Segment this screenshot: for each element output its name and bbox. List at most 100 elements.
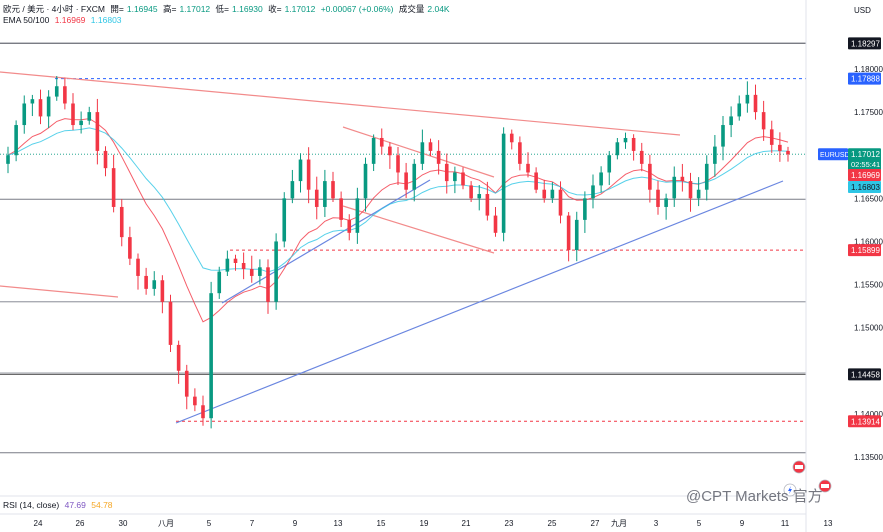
candle-body [639, 150, 644, 164]
ema50-value: 1.16969 [54, 15, 86, 25]
candle-body [79, 120, 83, 126]
price-tag-box [848, 415, 881, 428]
ema-tag-box [848, 169, 881, 181]
candle-body [323, 181, 327, 207]
candles [6, 75, 790, 429]
open-label: 開= [110, 4, 124, 14]
candle-body [704, 163, 709, 190]
x-tick-label: 5 [697, 519, 702, 528]
candle-body [696, 189, 701, 199]
x-tick-label: 30 [119, 519, 128, 528]
x-tick-label: 7 [250, 519, 255, 528]
candle-body [54, 86, 59, 97]
last-price-label: 1.17012 [851, 150, 880, 159]
candle-body [566, 215, 571, 251]
candle-body [558, 189, 563, 216]
countdown-label: 02:55:41 [851, 160, 880, 169]
high-value: 1.17012 [179, 4, 211, 14]
candle-body [22, 103, 27, 126]
trend-line [342, 126, 495, 178]
candle-body [615, 142, 620, 156]
candle-body [111, 168, 116, 207]
lightning-icon[interactable] [783, 483, 797, 497]
x-tick-label: 5 [207, 519, 212, 528]
candle-body [485, 194, 490, 216]
icon-glyph [795, 465, 803, 469]
candle-body [493, 215, 498, 233]
price-tags: 1.18297 1.17888 1.15899 1.14458 1.13914 EURUS… [818, 37, 881, 428]
candle-body [428, 142, 433, 151]
candle-body [14, 125, 18, 156]
x-tick-label: 27 [591, 519, 600, 528]
x-tick-label: 24 [34, 519, 43, 528]
candle-body [274, 241, 278, 302]
candle-body [404, 172, 408, 190]
candle-body [217, 271, 222, 294]
flag-icon[interactable] [792, 460, 806, 474]
price-axis: 1.18000 1.17500 1.16500 1.16000 1.15500 1.150… [805, 0, 883, 532]
watermark: @CPT Markets 官方 [686, 488, 823, 505]
price-tag-box [848, 368, 881, 381]
candle-body [550, 189, 555, 199]
low-value: 1.16930 [232, 4, 263, 14]
candle-body [6, 155, 10, 164]
candle-body [436, 150, 441, 164]
candle-body [306, 159, 311, 190]
x-tick-label: 26 [76, 519, 85, 528]
y-tick-label: 1.16500 [854, 194, 883, 203]
trend-line [221, 179, 431, 304]
candle-body [509, 133, 514, 143]
icon-glyph [821, 484, 829, 488]
volume-value: 2.04K [427, 4, 450, 14]
price-tag-label: 1.17888 [851, 75, 880, 84]
candle-body [745, 94, 750, 104]
candle-body [396, 155, 400, 173]
low-label: 低= [215, 4, 230, 14]
candle-body [38, 99, 43, 117]
rsi-legend[interactable]: RSI (14, close) 47.69 54.78 [3, 500, 116, 510]
x-tick-label: 9 [740, 519, 745, 528]
candle-body [184, 370, 189, 397]
candle-body [30, 99, 35, 104]
candle-body [363, 163, 368, 199]
candle-body [721, 125, 725, 147]
rsi-value: 47.69 [64, 500, 86, 510]
x-tick-label: 15 [377, 519, 386, 528]
x-tick-label: 九月 [611, 519, 627, 528]
candle-body [379, 137, 384, 147]
candle-body [95, 112, 100, 151]
ema-legend[interactable]: EMA 50/100 1.16969 1.16803 [3, 15, 125, 25]
candle-body [152, 280, 157, 289]
trend-line [0, 285, 119, 298]
rsi-ma-value: 54.78 [91, 500, 113, 510]
time-axis: 24 26 30 八月 5 7 9 13 15 19 21 23 25 27 九月 3 5 9 11 13 [34, 519, 833, 528]
x-tick-label: 13 [824, 519, 833, 528]
candle-body [623, 137, 628, 143]
candle-body [136, 258, 140, 276]
event-icons [783, 460, 832, 497]
x-tick-label: 3 [654, 519, 659, 528]
x-tick-label: 八月 [158, 519, 174, 528]
trend-line [0, 71, 681, 136]
symbol-header: 欧元 / 美元 · 4小时 · FXCM 開= 1.16945 高= 1.17012… [3, 3, 453, 15]
candle-body [71, 103, 75, 126]
flag-icon[interactable] [818, 479, 832, 493]
candle-body [534, 172, 538, 190]
price-tag-box [848, 244, 881, 257]
price-tag-label: 1.15899 [851, 246, 880, 255]
trend-lines [0, 71, 784, 424]
candle-body [444, 163, 449, 182]
candle-body [331, 181, 335, 199]
icon-glyph [788, 486, 792, 494]
candle-body [420, 142, 425, 164]
candle-body [258, 267, 262, 276]
price-tag-box [848, 72, 881, 85]
candle-body [469, 185, 473, 199]
y-tick-label: 1.16000 [854, 237, 883, 246]
candle-body [209, 293, 213, 419]
candle-body [87, 112, 92, 121]
price-tag-box [848, 37, 881, 50]
candle-body [225, 258, 230, 272]
candle-body [648, 163, 652, 190]
